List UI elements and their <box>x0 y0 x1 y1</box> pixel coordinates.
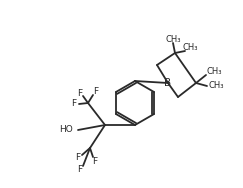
Text: F: F <box>94 87 99 96</box>
Text: CH₃: CH₃ <box>165 35 181 43</box>
Text: CH₃: CH₃ <box>206 67 222 76</box>
Text: CH₃: CH₃ <box>182 43 198 52</box>
Text: F: F <box>92 156 97 165</box>
Text: HO: HO <box>59 126 73 134</box>
Text: F: F <box>78 164 83 174</box>
Text: CH₃: CH₃ <box>208 82 224 90</box>
Text: F: F <box>75 153 81 162</box>
Text: B: B <box>165 78 172 88</box>
Text: F: F <box>78 89 83 98</box>
Text: F: F <box>71 99 77 108</box>
